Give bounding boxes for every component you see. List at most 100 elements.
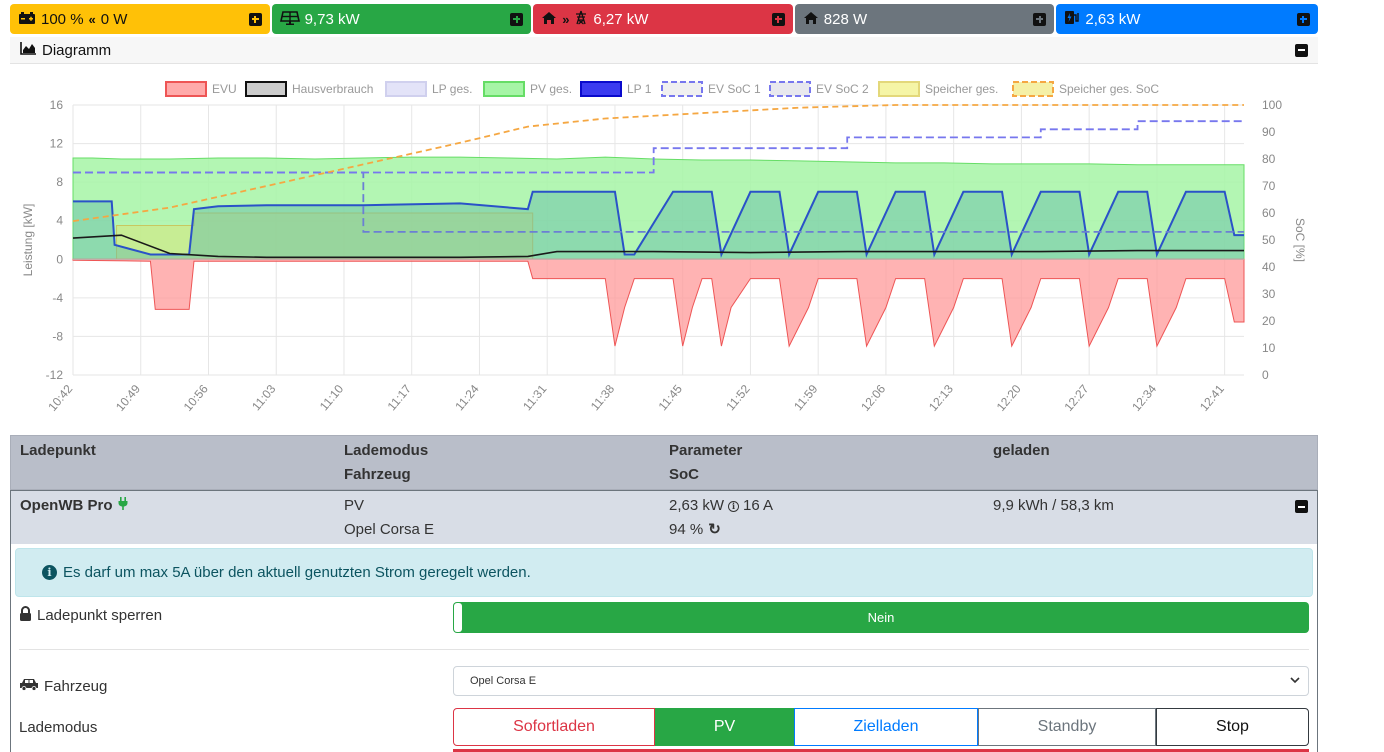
vehicle-row-label: Fahrzeug [19,677,107,695]
plug-icon [118,494,128,518]
charging-station-icon [1064,10,1080,28]
col-soc: SoC [669,466,699,483]
col-lademodus: Lademodus [344,442,429,459]
expand-icon[interactable] [510,12,524,26]
col-ladepunkt: Ladepunkt [20,442,96,459]
lock-toggle[interactable]: Nein [453,602,1309,633]
double-chevron-right-icon: » [562,11,570,27]
lademodus-row-label: Lademodus [19,719,97,736]
chargepoint-charged: 9,9 kWh / 58,3 km [993,497,1114,514]
series-haus-line [72,234,1244,259]
y-tick-label: -12 [46,368,64,382]
x-tick-label: 11:45 [656,382,686,414]
collapse-icon[interactable] [1295,500,1308,513]
pv-tile[interactable]: 9,73 kW [271,4,532,34]
chargepoint-details: i Es darf um max 5A über den aktuell gen… [10,544,1318,752]
chargepoint-power: 2,63 kW [1085,10,1141,28]
y2-tick-label: 20 [1262,314,1276,328]
y2-axis-label: SoC [%] [1293,218,1307,262]
vehicle-select[interactable]: Opel Corsa E [453,666,1309,696]
chevron-down-icon [1290,675,1300,687]
series-evu-area [72,258,1245,348]
chargepoint-soc: 94 % [669,521,704,538]
collapse-icon[interactable] [1295,43,1308,57]
legend-swatch [769,81,811,97]
legend-label: EVU [212,82,237,96]
house-power: 828 W [823,10,868,28]
y2-tick-label: 100 [1262,98,1282,112]
y2-tick-label: 40 [1262,260,1276,274]
legend-swatch [1012,81,1054,97]
x-tick-label: 11:03 [249,382,279,414]
battery-power: 0 W [100,10,128,28]
x-tick-label: 12:34 [1129,382,1159,414]
chargepoint-vehicle: Opel Corsa E [344,521,435,538]
x-tick-label: 12:27 [1061,382,1091,414]
expand-icon[interactable] [771,12,785,26]
toggle-knob [454,603,462,632]
solar-panel-icon [279,10,300,28]
battery-tile[interactable]: 100 % « 0 W [10,4,270,34]
legend-swatch [878,81,920,97]
y-tick-label: 0 [56,252,63,266]
x-tick-label: 10:49 [113,382,143,414]
y2-tick-label: 30 [1262,287,1276,301]
double-chevron-left-icon: « [88,11,96,27]
legend-swatch [245,81,287,97]
chargepoint-power: 2,63 kW [669,497,725,514]
refresh-icon[interactable]: ↻ [708,521,721,538]
house-tile[interactable]: 828 W [794,4,1055,34]
mode-stop-button[interactable]: Stop [1156,708,1309,746]
x-tick-label: 11:24 [452,382,482,414]
battery-soc: 100 % [41,10,84,28]
grid-power: 6,27 kW [593,10,649,28]
house-icon [541,11,557,28]
chargepoint-name: OpenWB Pro [20,497,113,514]
x-tick-label: 12:06 [858,382,888,414]
info-icon: i [42,565,57,580]
lock-value: Nein [867,610,895,625]
mode-sofortladen-button[interactable]: Sofortladen [453,708,655,746]
legend-label: PV ges. [530,82,572,96]
diagram-header[interactable]: Diagramm [10,37,1318,64]
mode-zielladen-button[interactable]: Zielladen [794,708,978,746]
lock-label: Ladepunkt sperren [37,607,163,624]
y-axis-label: Leistung [kW] [21,204,35,277]
pv-power: 9,73 kW [304,10,360,28]
chargepoint-current: 16 A [743,497,774,514]
col-parameter: Parameter [669,442,743,459]
legend-label: EV SoC 2 [816,82,869,96]
x-tick-label: 11:17 [385,382,415,414]
x-tick-label: 12:20 [994,382,1024,414]
chart-area-icon [20,41,36,59]
chargepoint-table-header: Ladepunkt Lademodus Fahrzeug Parameter S… [10,435,1318,490]
chargepoint-tile[interactable]: 2,63 kW [1056,4,1318,34]
expand-icon[interactable] [1033,12,1047,26]
x-tick-label: 10:42 [45,382,75,414]
vehicle-label: Fahrzeug [44,677,108,695]
x-tick-label: 12:41 [1197,382,1227,414]
chargepoint-row[interactable]: OpenWB Pro PV Opel Corsa E 2,63 kW i 16 … [10,490,1318,544]
y2-tick-label: 70 [1262,179,1276,193]
mode-standby-button[interactable]: Standby [978,708,1156,746]
legend-label: Speicher ges. SoC [1059,82,1159,96]
col-fahrzeug: Fahrzeug [344,466,411,483]
status-bar: 100 % « 0 W 9,73 kW » 6,27 kW [10,4,1318,34]
chargepoint-mode: PV [344,497,365,514]
info-alert: i Es darf um max 5A über den aktuell gen… [15,548,1313,597]
y-tick-label: 4 [56,214,63,228]
y-tick-label: 12 [50,137,64,151]
y-tick-label: -8 [52,329,63,343]
y2-tick-label: 10 [1262,341,1276,355]
series-lp1-line [73,190,1244,258]
power-chart: 16 12 8 4 0 -4 -8 -12 10:42 10:49 10:56 11:03 11:10 1… [10,64,1318,434]
grid-tile[interactable]: » 6,27 kW [533,4,793,34]
lademodus-label: Lademodus [19,719,98,736]
expand-icon[interactable] [1296,12,1310,26]
x-tick-label: 11:10 [317,382,347,414]
expand-icon[interactable] [248,12,262,26]
x-tick-label: 11:52 [723,382,753,414]
mode-pv-button[interactable]: PV [655,708,794,746]
legend-swatch [385,81,427,97]
series-evsoc2-line [73,120,1244,174]
